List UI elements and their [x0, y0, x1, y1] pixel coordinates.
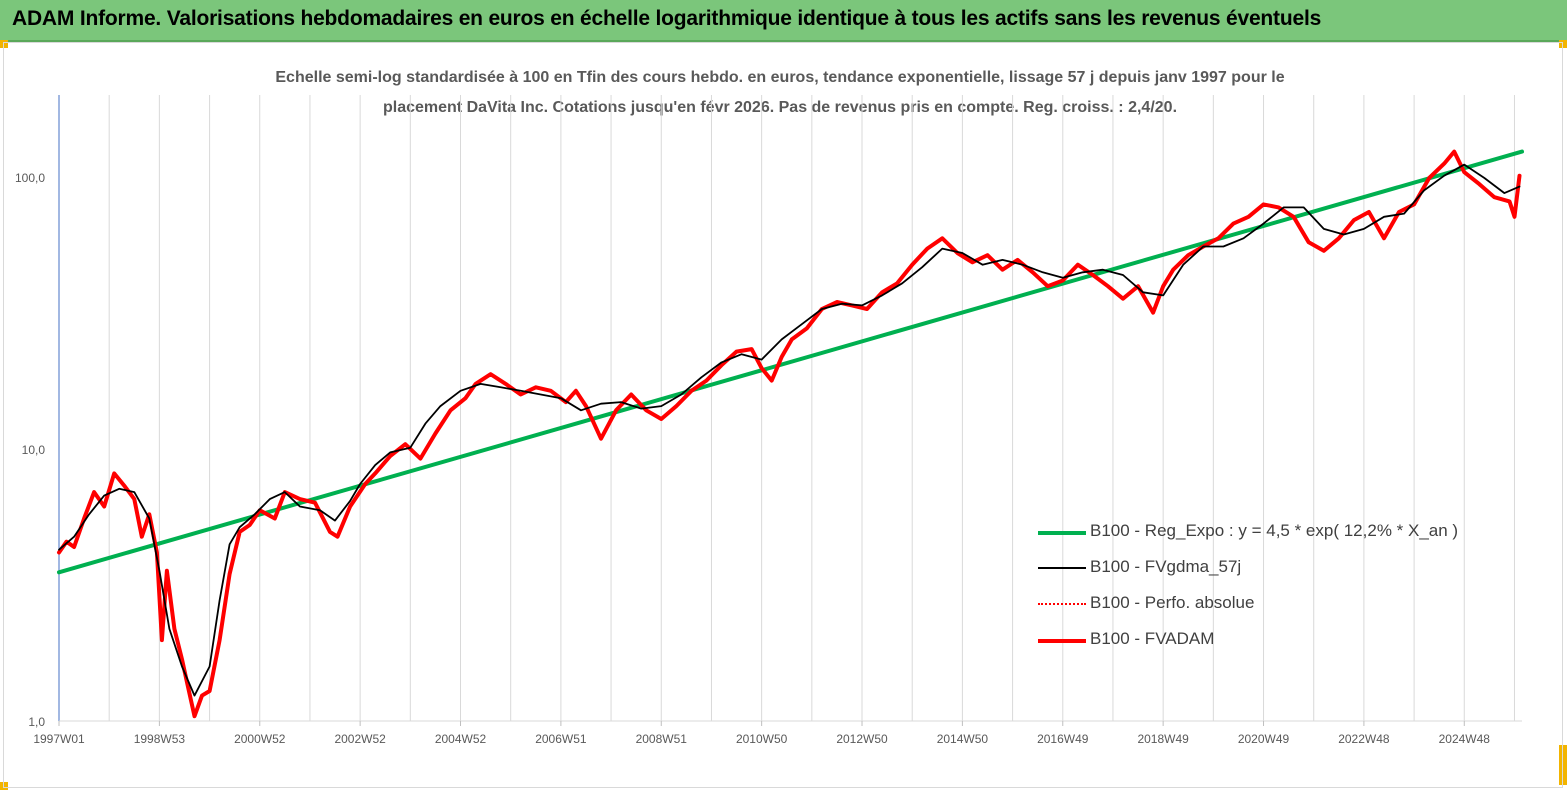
- x-tick-label: 2010W50: [736, 732, 788, 746]
- legend-label-fvgdma: B100 - FVgdma_57j: [1090, 557, 1242, 576]
- x-tick-label: 2022W48: [1338, 732, 1390, 746]
- x-tick-label: 2002W52: [334, 732, 386, 746]
- axis-layer: 1,0 10,0 100,0 1997W01 1998W53 2000W52 2002W52…: [15, 95, 1522, 746]
- x-tick-label: 2024W48: [1439, 732, 1491, 746]
- series-line-fvgdma: [58, 163, 1521, 697]
- series-layer: [57, 149, 1524, 719]
- legend-label-reg-expo: B100 - Reg_Expo : y = 4,5 * exp( 12,2% *…: [1090, 521, 1459, 540]
- y-tick-label: 100,0: [15, 171, 45, 185]
- legend-label-perfo-absolue: B100 - Perfo. absolue: [1090, 593, 1255, 612]
- x-tick-label: 1998W53: [134, 732, 186, 746]
- legend-swatch-perfo-absolue: [1038, 603, 1086, 605]
- chart-frame: [3, 42, 1563, 788]
- legend-swatch-fvgdma: [1038, 567, 1086, 569]
- y-tick-label: 10,0: [22, 443, 46, 457]
- corner-marker-bottom-right: [1559, 745, 1567, 785]
- legend-swatch-fvadam: [1038, 639, 1086, 643]
- legend-label-fvadam: B100 - FVADAM: [1090, 629, 1215, 648]
- x-tick-label: 1997W01: [33, 732, 85, 746]
- x-tick-label: 2018W49: [1137, 732, 1189, 746]
- series-line-fvadam: [57, 149, 1522, 719]
- grid-layer: [108, 95, 1515, 721]
- report-title: ADAM Informe. Valorisations hebdomadaire…: [12, 7, 1322, 30]
- title-banner: ADAM Informe. Valorisations hebdomadaire…: [0, 0, 1567, 42]
- chart-subtitle-line-2: placement DaVita Inc. Cotations jusqu'en…: [382, 99, 1178, 116]
- series-line-reg-expo: [57, 149, 1524, 575]
- x-tick-label: 2006W51: [535, 732, 587, 746]
- x-tick-label: 2016W49: [1037, 732, 1089, 746]
- chart-subtitle-line-1: Echelle semi-log standardisée à 100 en T…: [275, 69, 1285, 86]
- corner-marker-top-left: [0, 40, 8, 48]
- x-tick-label: 2014W50: [937, 732, 989, 746]
- x-tick-label: 2000W52: [234, 732, 286, 746]
- corner-marker-top-right: [1559, 40, 1567, 48]
- y-tick-label: 1,0: [28, 715, 45, 729]
- x-tick-label: 2004W52: [435, 732, 487, 746]
- legend-swatch-reg-expo: [1038, 531, 1086, 535]
- corner-marker-bottom-left: [0, 782, 8, 790]
- x-tick-label: 2020W49: [1238, 732, 1290, 746]
- x-tick-label: 2008W51: [636, 732, 688, 746]
- x-tick-label: 2012W50: [836, 732, 888, 746]
